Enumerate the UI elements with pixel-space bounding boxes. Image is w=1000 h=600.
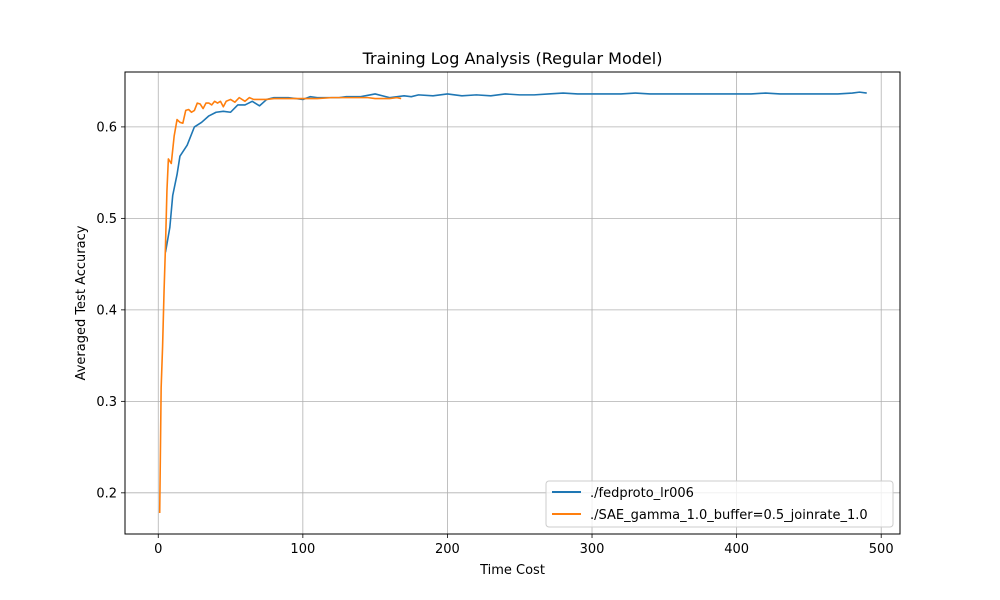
x-tick-label: 200: [435, 542, 460, 557]
y-tick-label: 0.4: [96, 303, 117, 318]
y-axis-ticks: 0.2 0.3 0.4 0.5 0.6: [96, 120, 125, 501]
legend: ./fedproto_lr006 ./SAE_gamma_1.0_buffer=…: [545, 480, 894, 528]
y-tick-label: 0.6: [96, 120, 117, 135]
legend-label-fedproto: ./fedproto_lr006: [590, 486, 694, 501]
y-tick-label: 0.2: [96, 486, 117, 501]
x-axis-ticks: 0 100 200 300 400 500: [154, 534, 894, 557]
y-tick-label: 0.5: [96, 212, 117, 227]
x-tick-label: 500: [869, 542, 894, 557]
series-line-0: [164, 91, 867, 253]
series-layer: [158, 91, 867, 513]
legend-label-sae: ./SAE_gamma_1.0_buffer=0.5_joinrate_1.0: [590, 508, 868, 523]
legend-box: [545, 480, 894, 528]
x-tick-label: 400: [724, 542, 749, 557]
x-axis-title: Time Cost: [479, 563, 545, 578]
x-tick-label: 0: [154, 542, 162, 557]
series-line-1: [158, 96, 402, 513]
plot-frame: [124, 71, 901, 535]
x-tick-label: 100: [290, 542, 315, 557]
chart-title: Training Log Analysis (Regular Model): [362, 49, 663, 68]
x-tick-label: 300: [580, 542, 605, 557]
y-tick-label: 0.3: [96, 395, 117, 410]
y-axis-title: Averaged Test Accuracy: [74, 225, 89, 380]
